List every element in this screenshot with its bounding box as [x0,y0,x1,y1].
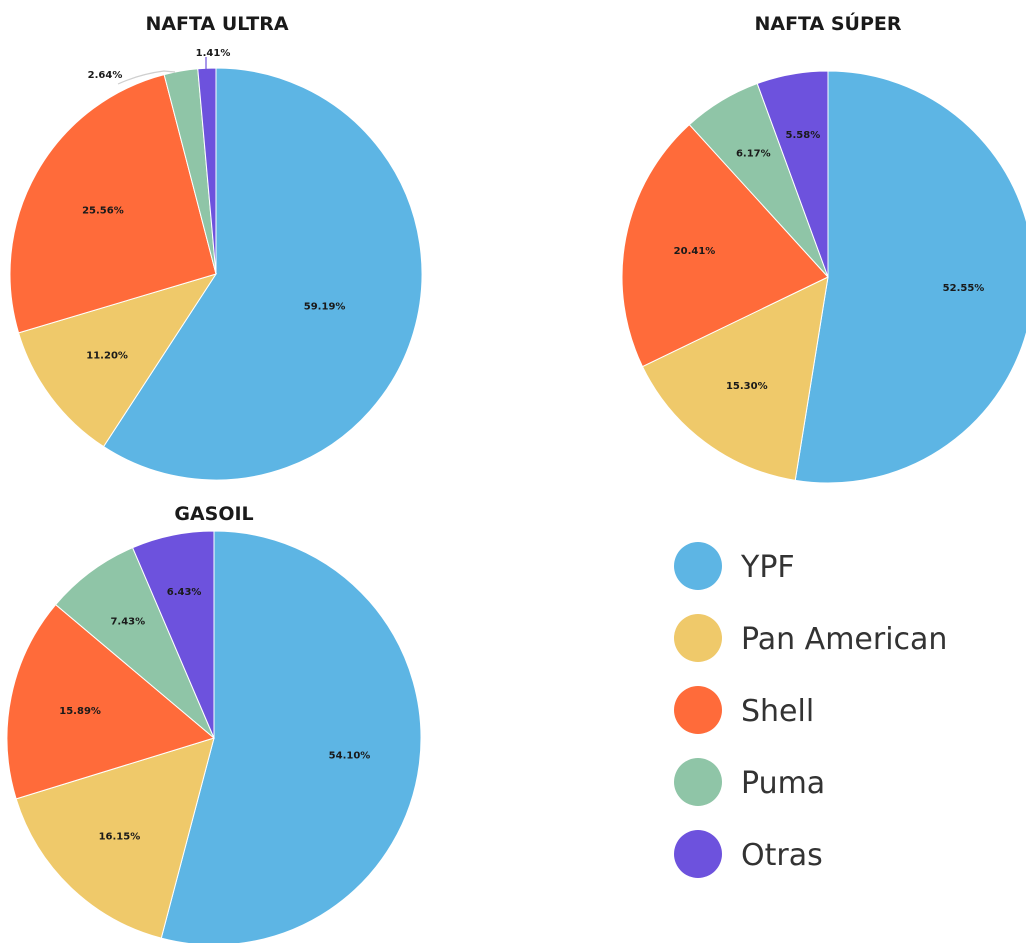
slice-label-ypf: 54.10% [329,751,371,762]
chart-title-nafta-ultra: NAFTA ULTRA [145,13,288,35]
slice-label-otras: 1.41% [196,48,231,59]
pie-slice-ypf [102,67,423,481]
pie-slice-shell [6,603,216,800]
legend-item-otras: Otras [674,830,823,878]
slice-label-otras: 5.58% [786,130,821,141]
slice-label-shell: 25.56% [82,205,124,216]
legend-item-ypf: YPF [674,542,795,590]
legend-label-pan-american: Pan American [741,622,947,657]
legend: YPF Pan American Shell Puma Otras [674,542,947,878]
slice-label-puma: 7.43% [110,617,145,628]
slice-label-otras: 6.43% [167,587,202,598]
legend-swatch-otras [674,830,722,878]
pie-slice-ypf [160,530,422,943]
pie-slice-pan-american [15,737,215,939]
legend-swatch-ypf [674,542,722,590]
legend-swatch-shell [674,686,722,734]
pie-slice-shell [621,123,829,368]
pie-chart-nafta-ultra: NAFTA ULTRA 59.19% 11.20% 25.56% 2.64% 1.41% [9,13,423,481]
pie-slice-puma [54,547,215,739]
slice-label-puma: 6.17% [736,149,771,160]
slice-label-shell: 15.89% [59,706,101,717]
legend-item-puma: Puma [674,758,825,806]
pie-slice-otras [197,67,217,275]
slice-label-pan-american: 16.15% [99,832,141,843]
pie-slice-ypf [794,70,1026,484]
slice-label-puma: 2.64% [88,70,123,81]
pie-chart-nafta-super: NAFTA SÚPER 52.55% 15.30% 20.41% 6.17% 5.58% [621,11,1026,484]
legend-item-shell: Shell [674,686,814,734]
legend-item-pan-american: Pan American [674,614,947,662]
pie-slice-shell [9,74,217,334]
pie-slice-otras [131,530,215,739]
slice-label-pan-american: 15.30% [726,381,768,392]
chart-title-nafta-super: NAFTA SÚPER [754,11,901,35]
legend-label-otras: Otras [741,838,823,873]
pie-slice-pan-american [641,276,829,481]
chart-title-gasoil: GASOIL [174,503,253,525]
legend-swatch-pan-american [674,614,722,662]
slice-label-shell: 20.41% [674,246,716,257]
leader-line-puma [117,70,176,85]
pie-chart-gasoil: GASOIL 54.10% 16.15% 15.89% 7.43% 6.43% [6,503,422,943]
slice-label-ypf: 52.55% [943,283,985,294]
legend-swatch-puma [674,758,722,806]
legend-label-ypf: YPF [740,550,795,585]
slice-label-ypf: 59.19% [304,301,346,312]
pie-slice-pan-american [17,273,218,448]
pie-slice-otras [756,70,829,278]
legend-label-puma: Puma [741,766,825,801]
legend-label-shell: Shell [741,694,814,729]
slice-label-pan-american: 11.20% [86,350,128,361]
